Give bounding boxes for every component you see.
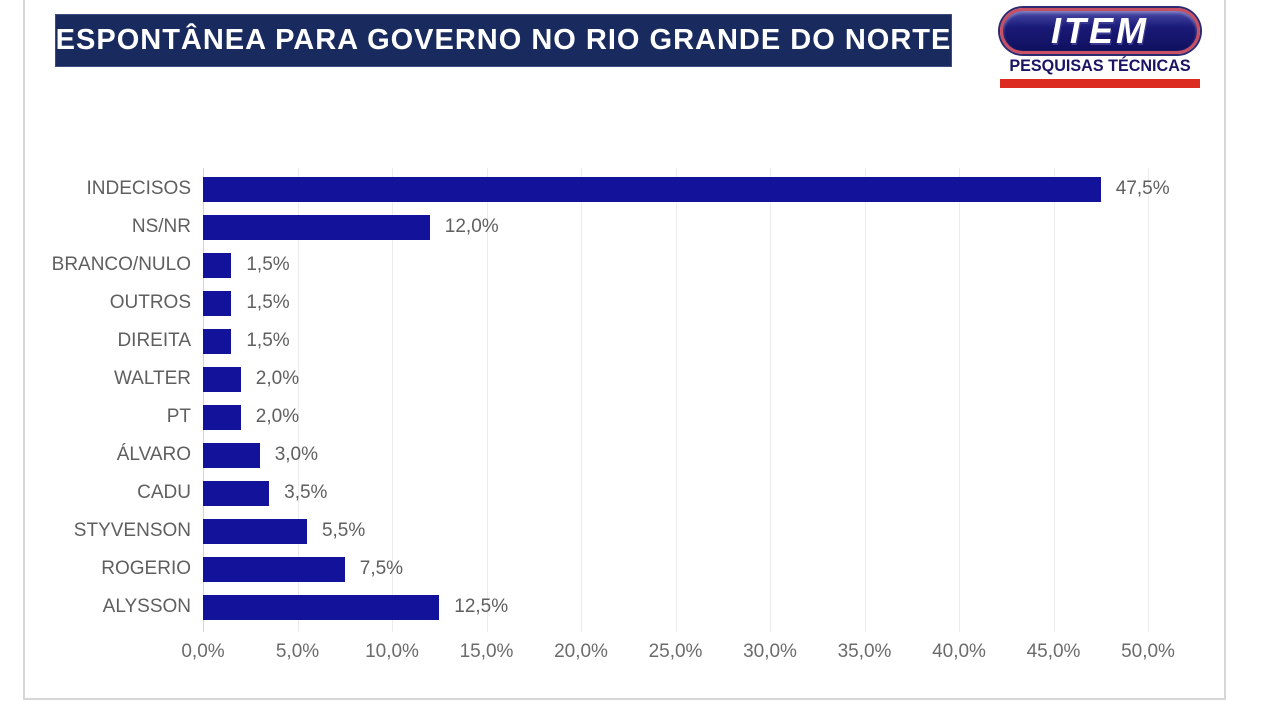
- bar-row: INDECISOS 47,5%: [26, 170, 1266, 208]
- value-label: 2,0%: [255, 368, 300, 389]
- bar-track: 47,5%: [203, 176, 1170, 202]
- bar-row: NS/NR 12,0%: [26, 208, 1266, 246]
- x-tick-label: 5,0%: [275, 641, 320, 662]
- value-label: 1,5%: [246, 292, 290, 313]
- x-tick-label: 30,0%: [743, 641, 797, 662]
- bar: [203, 480, 270, 506]
- category-label: INDECISOS: [86, 178, 191, 199]
- bar-row: WALTER 2,0%: [26, 360, 1266, 398]
- bar-track: 3,5%: [203, 480, 1148, 506]
- value-label: 12,5%: [454, 596, 509, 617]
- bar: [203, 214, 430, 240]
- category-label: OUTROS: [109, 292, 191, 313]
- item-logo-red-bar: [1000, 79, 1200, 88]
- bar-row: CADU 3,5%: [26, 474, 1266, 512]
- item-logo-pill: ITEM: [1000, 8, 1200, 54]
- x-tick-label: 20,0%: [554, 641, 608, 662]
- item-logo-text: ITEM: [1051, 10, 1149, 51]
- value-label: 1,5%: [246, 330, 290, 351]
- x-tick-label: 0,0%: [181, 641, 225, 662]
- value-label: 2,0%: [255, 406, 300, 427]
- category-label: STYVENSON: [73, 520, 191, 541]
- category-label: ÁLVARO: [116, 444, 191, 465]
- bar-track: 12,0%: [203, 214, 1148, 240]
- value-label: 1,5%: [246, 254, 290, 275]
- bar: [203, 556, 345, 582]
- value-label: 47,5%: [1115, 178, 1170, 199]
- value-label: 7,5%: [359, 558, 404, 579]
- bar: [203, 176, 1101, 202]
- bar-track: 2,0%: [203, 366, 1148, 392]
- category-label: BRANCO/NULO: [51, 254, 191, 275]
- value-label: 12,0%: [444, 216, 499, 237]
- category-label: ROGERIO: [101, 558, 191, 579]
- x-tick-label: 25,0%: [648, 641, 703, 662]
- bar: [203, 518, 307, 544]
- bar-row: ROGERIO 7,5%: [26, 550, 1266, 588]
- x-tick-label: 15,0%: [459, 641, 514, 662]
- category-label: WALTER: [113, 368, 191, 389]
- bar-row: ALYSSON 12,5%: [26, 588, 1266, 626]
- chart-rows: INDECISOS 47,5% NS/NR 12,0% BRANCO/NULO 1,5% O…: [26, 170, 1266, 626]
- category-label: PT: [166, 406, 191, 427]
- x-tick-label: 35,0%: [837, 641, 892, 662]
- value-label: 3,5%: [284, 482, 328, 503]
- category-label: ALYSSON: [102, 596, 191, 617]
- bar-row: STYVENSON 5,5%: [26, 512, 1266, 550]
- x-tick-label: 50,0%: [1121, 641, 1175, 662]
- value-label: 5,5%: [321, 520, 366, 541]
- bar-track: 5,5%: [203, 518, 1148, 544]
- title-banner: ESPONTÂNEA PARA GOVERNO NO RIO GRANDE DO…: [55, 14, 952, 67]
- item-logo-subtitle: PESQUISAS TÉCNICAS: [1009, 56, 1191, 75]
- bar-row: OUTROS 1,5%: [26, 284, 1266, 322]
- bar-track: 12,5%: [203, 594, 1148, 620]
- bar: [203, 594, 440, 620]
- bar-track: 2,0%: [203, 404, 1148, 430]
- bar-row: ÁLVARO 3,0%: [26, 436, 1266, 474]
- bar: [203, 290, 232, 316]
- bar-track: 1,5%: [203, 328, 1148, 354]
- bar-row: BRANCO/NULO 1,5%: [26, 246, 1266, 284]
- item-logo: ITEM PESQUISAS TÉCNICAS: [1000, 8, 1200, 88]
- x-tick-label: 40,0%: [932, 641, 986, 662]
- category-label: DIREITA: [117, 330, 191, 351]
- page-title: ESPONTÂNEA PARA GOVERNO NO RIO GRANDE DO…: [55, 24, 952, 56]
- category-label: CADU: [137, 482, 191, 503]
- bar-track: 7,5%: [203, 556, 1148, 582]
- bar-track: 1,5%: [203, 290, 1148, 316]
- bar: [203, 328, 232, 354]
- bar-row: DIREITA 1,5%: [26, 322, 1266, 360]
- category-label: NS/NR: [131, 216, 191, 237]
- bar-row: PT 2,0%: [26, 398, 1266, 436]
- x-tick-label: 45,0%: [1026, 641, 1081, 662]
- value-label: 3,0%: [274, 444, 318, 465]
- bar: [203, 366, 241, 392]
- bar: [203, 442, 260, 468]
- bar-track: 3,0%: [203, 442, 1148, 468]
- x-tick-label: 10,0%: [365, 641, 419, 662]
- bar: [203, 404, 241, 430]
- bar: [203, 252, 232, 278]
- bar-track: 1,5%: [203, 252, 1148, 278]
